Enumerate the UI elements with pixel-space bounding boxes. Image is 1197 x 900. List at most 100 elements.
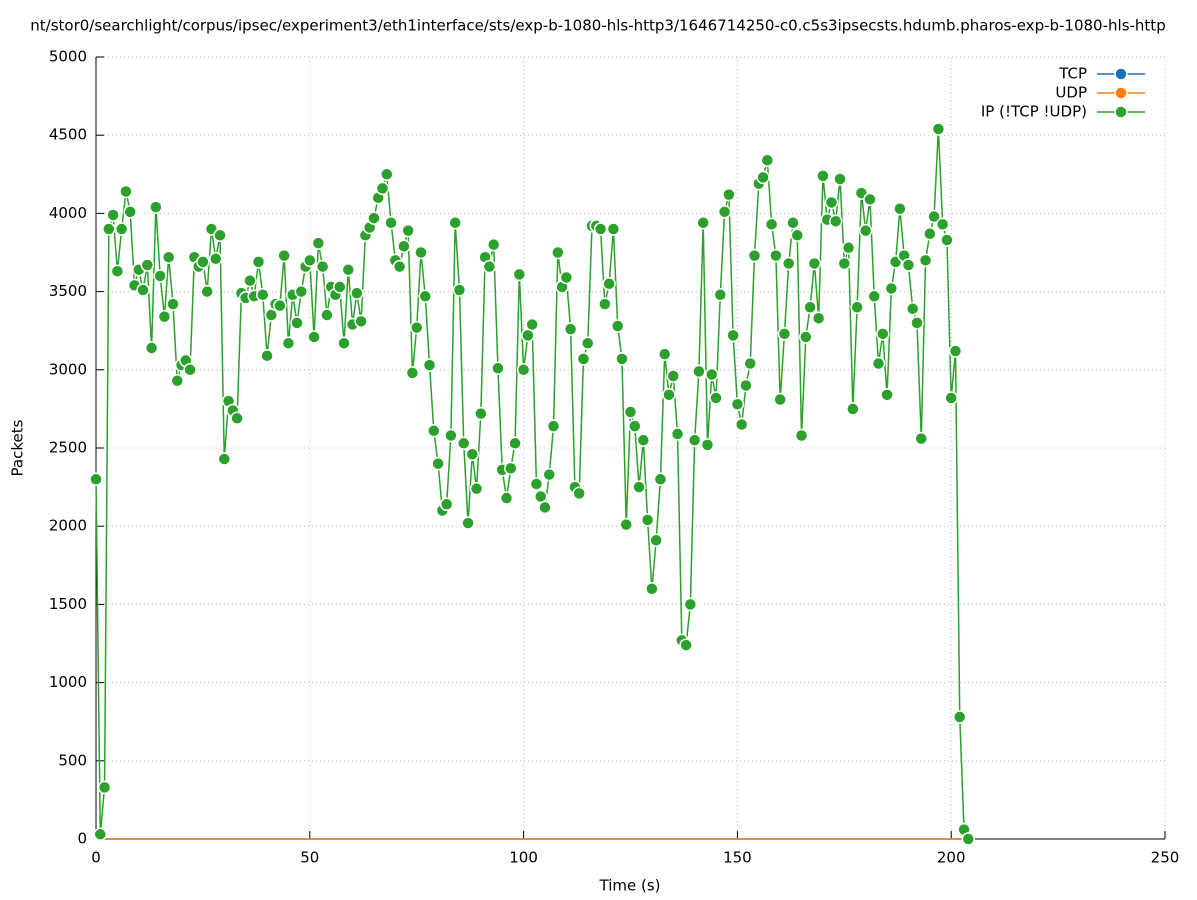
- data-point: [867, 289, 881, 304]
- data-point: [730, 397, 745, 411]
- data-point: [516, 363, 531, 377]
- data-point: [602, 277, 616, 291]
- data-point: [940, 233, 954, 247]
- data-point: [722, 187, 736, 202]
- data-point: [307, 330, 321, 344]
- data-point: [546, 419, 561, 433]
- data-point: [803, 300, 817, 314]
- data-point: [739, 378, 753, 393]
- data-point: [893, 201, 907, 216]
- data-point: [405, 366, 420, 380]
- data-point: [811, 311, 826, 325]
- legend-label: IP (!TCP !UDP): [981, 103, 1087, 121]
- data-point: [290, 316, 304, 330]
- x-tick-label: 250: [1151, 849, 1180, 867]
- data-point: [409, 320, 424, 335]
- data-point: [525, 317, 539, 332]
- data-point: [927, 209, 941, 224]
- data-point: [593, 222, 608, 236]
- data-point: [114, 222, 129, 236]
- data-point: [905, 302, 920, 316]
- data-point: [461, 516, 475, 530]
- data-point: [662, 388, 676, 402]
- y-tick-label: 1000: [49, 673, 87, 691]
- data-point: [157, 309, 172, 324]
- data-point: [858, 223, 873, 238]
- y-tick-label: 1500: [49, 595, 87, 613]
- y-tick-label: 0: [77, 830, 87, 848]
- data-point: [341, 262, 356, 277]
- data-point: [576, 352, 591, 366]
- data-point: [777, 327, 792, 341]
- data-point: [422, 358, 437, 372]
- data-point: [508, 436, 522, 451]
- data-point: [790, 228, 805, 243]
- data-point: [401, 223, 415, 238]
- data-point: [542, 467, 557, 482]
- data-point: [140, 258, 155, 272]
- data-point: [598, 297, 612, 311]
- data-point: [166, 297, 180, 311]
- data-point: [914, 431, 929, 446]
- data-point: [764, 217, 779, 232]
- data-point: [504, 461, 518, 476]
- y-axis-label: Packets: [9, 419, 27, 476]
- data-point: [747, 248, 762, 263]
- data-point: [251, 255, 266, 269]
- data-point: [200, 284, 214, 299]
- data-point: [380, 167, 394, 182]
- data-point: [726, 328, 740, 343]
- data-point: [615, 352, 629, 366]
- data-point: [645, 582, 659, 596]
- data-point: [196, 255, 210, 269]
- legend-label: TCP: [1058, 65, 1087, 83]
- data-point: [619, 517, 633, 532]
- y-tick-label: 500: [58, 751, 87, 769]
- data-point: [260, 348, 274, 363]
- data-point: [773, 392, 787, 407]
- data-point: [384, 216, 398, 230]
- data-point: [679, 638, 693, 652]
- data-point: [375, 181, 390, 196]
- x-tick-label: 50: [300, 849, 319, 867]
- data-point: [794, 428, 809, 443]
- data-point: [918, 253, 933, 268]
- data-point: [931, 122, 946, 136]
- data-point: [431, 456, 445, 471]
- data-point: [281, 336, 296, 350]
- legend-label: UDP: [1055, 84, 1087, 102]
- data-point: [119, 184, 133, 199]
- data-point: [110, 264, 125, 279]
- data-point: [910, 316, 924, 330]
- data-point: [320, 308, 334, 322]
- data-point: [414, 245, 428, 260]
- data-point: [640, 513, 655, 527]
- data-point: [427, 424, 441, 438]
- data-point: [208, 252, 223, 266]
- data-point: [452, 283, 467, 297]
- data-point: [628, 419, 642, 433]
- data-point: [687, 433, 702, 447]
- data-point: [230, 411, 244, 426]
- data-point: [102, 222, 116, 236]
- data-point: [170, 373, 184, 388]
- data-point: [106, 208, 120, 222]
- data-point: [841, 241, 856, 255]
- data-point: [799, 330, 813, 344]
- data-point: [486, 237, 501, 252]
- data-point: [256, 287, 270, 302]
- data-point: [538, 500, 552, 515]
- data-point: [213, 228, 227, 243]
- data-point: [456, 436, 471, 451]
- data-point: [161, 250, 176, 264]
- data-point: [89, 472, 103, 487]
- data-point: [136, 283, 150, 297]
- y-tick-label: 4000: [49, 204, 87, 222]
- x-tick-label: 100: [509, 849, 538, 867]
- data-point: [837, 256, 852, 271]
- data-point: [97, 780, 112, 795]
- data-point: [756, 170, 770, 185]
- y-tick-label: 3000: [49, 360, 87, 378]
- data-point: [846, 402, 860, 416]
